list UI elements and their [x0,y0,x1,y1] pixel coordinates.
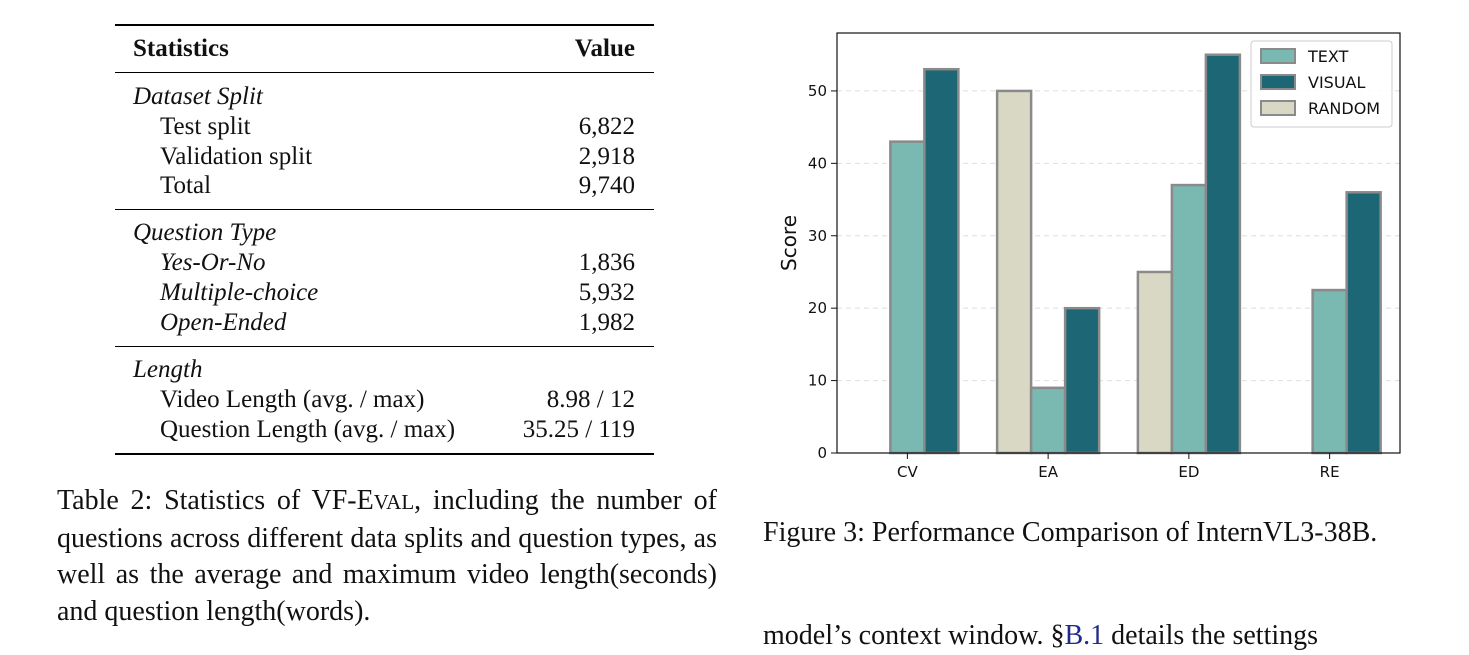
row-label-validation-split: Validation split [160,143,313,170]
table-bottom-rule [115,453,654,455]
section-title-question-type: Question Type [133,219,277,246]
row-label-video-length: Video Length (avg. / max) [160,386,425,413]
header-value: Value [574,35,635,62]
section-title-dataset-split: Dataset Split [133,83,263,110]
bar-text-ea [1029,386,1067,455]
row-value-validation-split: 2,918 [578,143,635,170]
legend-label-random: RANDOM [1308,99,1380,118]
bar-random-ea [995,89,1033,455]
section-title-length: Length [133,356,203,383]
bar-visual-ea [1063,306,1101,455]
legend-label-visual: VISUAL [1308,73,1365,92]
table-top-rule [115,24,654,26]
legend-swatch-random [1260,100,1296,116]
row-label-multiple-choice: Multiple-choice [160,279,319,306]
row-value-open-ended: 1,982 [578,309,635,336]
table-caption-smallcaps: VAL [373,490,415,514]
y-axis-label: Score [777,215,801,271]
row-value-test-split: 6,822 [578,113,635,140]
legend-label-text: TEXT [1307,47,1349,66]
x-tick-label-re: RE [1320,463,1340,481]
row-value-yes-or-no: 1,836 [578,249,635,276]
y-tick-label: 40 [808,154,827,172]
row-label-open-ended: Open-Ended [160,309,287,336]
body-text-line: model’s context window. §B.1 details the… [763,618,1318,655]
bar-text-ed [1170,183,1208,455]
y-tick-label: 0 [817,444,827,462]
row-label-question-length: Question Length (avg. / max) [160,416,456,443]
header-rule [115,72,654,73]
legend-swatch-visual [1260,74,1296,90]
row-value-total: 9,740 [578,172,635,199]
table-caption: Table 2: Statistics of VF-EVAL, includin… [57,483,717,630]
table-caption-part1: Table 2: Statistics of VF-E [57,485,374,516]
table-caption-part3: , including the number of questions acro… [57,485,717,627]
figure-caption: Figure 3: Performance Comparison of Inte… [763,517,1378,548]
row-value-video-length: 8.98 / 12 [546,386,635,413]
y-tick-label: 20 [808,299,827,317]
x-tick-label-ea: EA [1038,463,1058,481]
section-reference-link[interactable]: B.1 [1064,620,1105,651]
body-text-after: details the settings [1104,620,1319,651]
header-statistics: Statistics [133,35,229,62]
row-label-yes-or-no: Yes-Or-No [160,249,266,276]
bar-visual-re [1345,191,1382,455]
bar-random-ed [1136,270,1174,455]
body-text-before: model’s context window. § [763,620,1065,651]
performance-bar-chart: 0 10 20 30 40 50 CV EA ED RE Score TEXT VISUAL RANDOM [777,32,1401,481]
section-rule-2 [115,346,654,347]
row-value-multiple-choice: 5,932 [578,279,635,306]
plot-frame [836,32,1401,454]
y-tick-label: 10 [808,372,827,390]
row-label-total: Total [160,172,212,199]
x-tick-label-ed: ED [1178,463,1199,481]
bar-visual-cv [923,67,960,455]
x-tick-label-cv: CV [897,463,918,481]
legend-swatch-text [1260,48,1296,64]
bar-text-re [1311,288,1348,455]
section-rule-1 [115,209,654,210]
y-tick-label: 50 [808,82,827,100]
row-value-question-length: 35.25 / 119 [522,416,635,443]
row-label-test-split: Test split [160,113,251,140]
bar-visual-ed [1204,53,1242,455]
y-tick-label: 30 [808,227,827,245]
bar-text-cv [889,140,926,455]
